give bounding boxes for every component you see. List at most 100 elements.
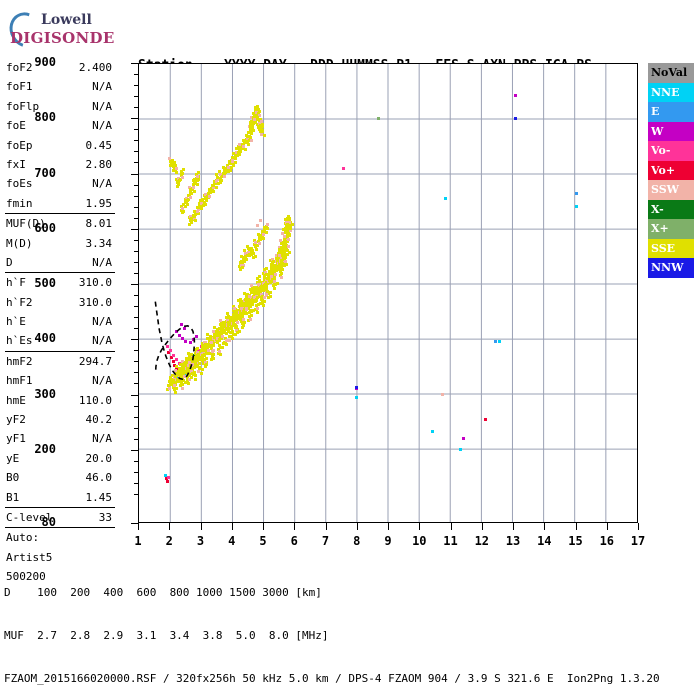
echo-point xyxy=(280,262,284,266)
echo-point xyxy=(185,365,189,369)
y-axis-minor-tick xyxy=(134,471,138,473)
echo-point xyxy=(220,332,224,336)
param-value: 1.95 xyxy=(85,196,113,210)
y-axis-minor-tick xyxy=(134,107,138,109)
legend-item-noval[interactable]: NoVal xyxy=(648,63,694,83)
echo-point xyxy=(235,331,239,335)
echo-point xyxy=(237,308,240,312)
echo-point xyxy=(249,304,253,307)
echo-point xyxy=(185,203,189,206)
param-key: hmF2 xyxy=(6,354,33,368)
echo-point xyxy=(193,355,196,359)
x-axis-label: 15 xyxy=(568,534,583,548)
echo-point xyxy=(354,387,358,391)
legend-item-w[interactable]: W xyxy=(648,121,694,141)
param-value: 46.0 xyxy=(85,471,113,485)
echo-point xyxy=(287,238,291,242)
echo-point xyxy=(269,275,273,279)
echo-point xyxy=(175,166,179,170)
echo-point xyxy=(192,353,196,357)
echo-point xyxy=(498,340,502,344)
legend-item-x[interactable]: X+ xyxy=(648,219,694,239)
param-row-hmf2: hmF2 294.7 xyxy=(4,352,116,371)
echo-point xyxy=(238,297,242,301)
echo-point xyxy=(248,317,252,321)
legend-item-sse[interactable]: SSE xyxy=(648,238,694,258)
legend-item-vo[interactable]: Vo+ xyxy=(648,160,694,180)
echo-point xyxy=(265,231,269,234)
y-axis-minor-tick xyxy=(134,96,138,98)
echo-point xyxy=(248,308,252,312)
param-value: 294.7 xyxy=(78,354,112,368)
echo-point xyxy=(168,163,172,167)
echo-point xyxy=(232,320,236,324)
param-row-foe: foE N/A xyxy=(4,116,116,135)
echo-point xyxy=(245,253,249,257)
echo-point xyxy=(212,182,216,186)
echo-point xyxy=(179,173,183,177)
x-axis-label: 17 xyxy=(630,534,646,548)
echo-point xyxy=(247,299,250,303)
echo-point xyxy=(267,292,271,296)
x-axis-tick xyxy=(419,523,421,530)
echo-point xyxy=(233,161,237,165)
echo-point xyxy=(210,187,214,191)
echo-point xyxy=(286,239,289,243)
echo-point xyxy=(234,151,238,155)
echo-point xyxy=(290,222,294,226)
echo-point xyxy=(181,382,184,386)
echo-point xyxy=(258,294,262,297)
echo-point xyxy=(169,375,173,379)
echo-point xyxy=(247,295,251,299)
echo-point xyxy=(236,316,240,320)
echo-point xyxy=(250,122,254,126)
legend-item-ssw[interactable]: SSW xyxy=(648,180,694,200)
echo-point xyxy=(220,179,223,182)
echo-point xyxy=(247,143,250,147)
param-value: N/A xyxy=(92,374,112,388)
echo-point xyxy=(247,315,251,319)
echo-point xyxy=(193,352,197,356)
echo-point xyxy=(231,155,234,159)
echo-point xyxy=(176,176,180,180)
echo-point xyxy=(179,208,183,212)
param-key: M(D) xyxy=(6,236,33,250)
echo-point xyxy=(255,105,259,109)
ionogram-plot-area xyxy=(138,63,638,523)
echo-point xyxy=(251,126,255,130)
echo-point xyxy=(253,288,257,292)
echo-point xyxy=(231,151,235,155)
echo-point xyxy=(232,304,236,308)
echo-point xyxy=(277,261,281,265)
legend-item-x[interactable]: X- xyxy=(648,199,694,219)
echo-point xyxy=(186,368,190,372)
echo-point xyxy=(214,338,218,341)
y-axis-label: 200 xyxy=(34,441,56,456)
echo-point xyxy=(165,479,169,483)
echo-point xyxy=(285,246,289,249)
legend-item-nne[interactable]: NNE xyxy=(648,82,694,102)
param-value: 0.45 xyxy=(85,138,113,152)
echo-point xyxy=(200,371,204,375)
echo-point xyxy=(244,312,248,316)
echo-point xyxy=(265,293,269,297)
footer-d-row: D 100 200 400 600 800 1000 1500 3000 [km… xyxy=(4,586,322,600)
legend-item-e[interactable]: E xyxy=(648,102,694,122)
echo-point xyxy=(288,232,292,236)
echo-point xyxy=(249,127,253,131)
param-note: Auto: xyxy=(6,531,40,545)
echo-point xyxy=(239,300,243,304)
echo-point xyxy=(192,183,195,187)
echo-point xyxy=(245,296,249,300)
param-row-ye: yE 20.0 xyxy=(4,449,116,468)
legend-item-vo[interactable]: Vo- xyxy=(648,141,694,161)
echo-point xyxy=(252,296,256,300)
echo-point xyxy=(263,295,267,299)
echo-point xyxy=(194,219,198,223)
echo-point xyxy=(264,283,268,287)
echo-point xyxy=(260,287,264,291)
echo-point xyxy=(208,188,212,192)
true-height-profile-curve xyxy=(154,301,196,381)
legend-item-nnw[interactable]: NNW xyxy=(648,258,694,278)
echo-point xyxy=(280,241,284,245)
